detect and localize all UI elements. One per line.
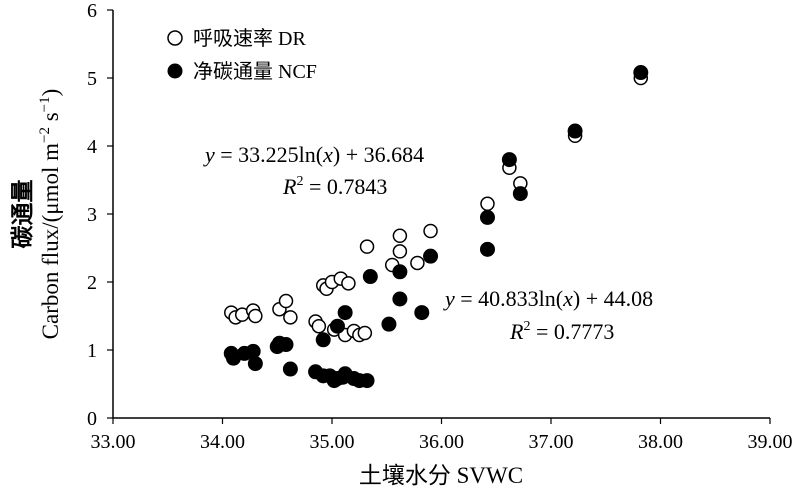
ncf-eq-y: y	[443, 286, 455, 311]
dr-r2-val: = 0.7843	[303, 174, 387, 199]
ncf-point	[392, 291, 408, 307]
dr-point	[248, 308, 263, 324]
ncf-point	[278, 337, 294, 353]
x-tick-label: 35.00	[310, 431, 355, 453]
ncf-point	[359, 373, 375, 389]
ncf-eq-body: = 40.833ln(	[455, 286, 563, 311]
dr-eq-x: x	[322, 142, 333, 167]
dr-point	[423, 223, 438, 239]
dr-point	[283, 310, 298, 325]
legend-label-ncf: 净碳通量 NCF	[193, 60, 317, 83]
legend: 呼吸速率 DR 净碳通量 NCF	[167, 27, 317, 83]
x-tick-label: 34.00	[200, 431, 245, 453]
ncf-point	[479, 241, 495, 257]
legend-marker-ncf	[167, 63, 183, 79]
dr-point	[357, 325, 373, 341]
ncf-r2: R2 = 0.7773	[509, 319, 614, 344]
ncf-point	[567, 123, 583, 139]
y-axis-label-cn: 碳通量	[10, 180, 35, 249]
y-tick-label: 4	[87, 136, 97, 158]
dr-r2-r: R	[282, 174, 297, 199]
ncf-point	[633, 65, 649, 81]
y-axis-label-en: Carbon flux/(μmol m−2 s−1)	[37, 89, 63, 340]
ncf-r2-sup: 2	[523, 319, 530, 334]
ncf-point	[247, 356, 263, 372]
dr-point	[392, 244, 408, 259]
x-tick-label: 33.00	[91, 431, 136, 453]
dr-point	[341, 276, 356, 291]
dr-eq-body: = 33.225ln(	[215, 142, 323, 167]
dr-eq-y: y	[203, 142, 215, 167]
y-tick-label: 6	[87, 0, 97, 22]
y-tick-label: 0	[87, 408, 97, 430]
ncf-point	[414, 305, 430, 321]
x-axis-label: 土壤水分 SVWC	[359, 463, 523, 488]
legend-label-dr: 呼吸速率 DR	[193, 27, 306, 50]
data-points	[223, 65, 649, 389]
dr-equation: y = 33.225ln(x) + 36.684	[203, 142, 424, 167]
y-tick-label: 3	[87, 204, 97, 226]
y-label-sup2: −1	[37, 96, 53, 112]
y-tick-label: 2	[87, 272, 97, 294]
ncf-eq-tail: ) + 44.08	[573, 286, 653, 311]
x-tick-label: 39.00	[748, 431, 793, 453]
ncf-point	[501, 152, 517, 168]
ncf-equation: y = 40.833ln(x) + 44.08	[443, 286, 653, 311]
legend-marker-dr	[167, 30, 183, 46]
y-label-sup1: −2	[37, 127, 53, 143]
dr-point	[311, 318, 327, 334]
ncf-point	[392, 264, 408, 280]
y-tick-label: 1	[87, 340, 97, 362]
ncf-point	[329, 318, 345, 334]
y-label-part2: s	[38, 112, 63, 127]
ncf-point	[362, 269, 378, 285]
dr-r2: R2 = 0.7843	[282, 174, 387, 199]
y-tick-label: 5	[87, 68, 97, 90]
ncf-point	[423, 248, 439, 264]
y-label-part1: Carbon flux/(μmol m	[38, 143, 63, 339]
dr-point	[359, 239, 375, 254]
ncf-point	[337, 305, 353, 321]
ncf-point	[381, 316, 397, 332]
dr-r2-sup: 2	[296, 174, 303, 189]
ncf-point	[282, 361, 298, 377]
ncf-point	[245, 343, 261, 359]
y-label-part3: )	[38, 89, 63, 97]
ncf-r2-val: = 0.7773	[530, 319, 614, 344]
x-tick-label: 36.00	[419, 431, 464, 453]
ncf-point	[512, 186, 528, 202]
ncf-eq-x: x	[562, 286, 573, 311]
dr-point	[392, 228, 408, 244]
axis-ticks: 33.00 34.00 35.00 36.00 37.00 38.00 39.00 0 1 2 3 4…	[87, 0, 793, 453]
dr-point	[480, 196, 495, 212]
ncf-r2-r: R	[509, 319, 524, 344]
ncf-point	[479, 209, 495, 225]
dr-eq-tail: ) + 36.684	[333, 142, 424, 167]
x-tick-label: 37.00	[529, 431, 574, 453]
dr-point	[410, 255, 425, 271]
ncf-point	[315, 332, 331, 348]
dr-point	[278, 293, 294, 309]
x-tick-label: 38.00	[638, 431, 683, 453]
